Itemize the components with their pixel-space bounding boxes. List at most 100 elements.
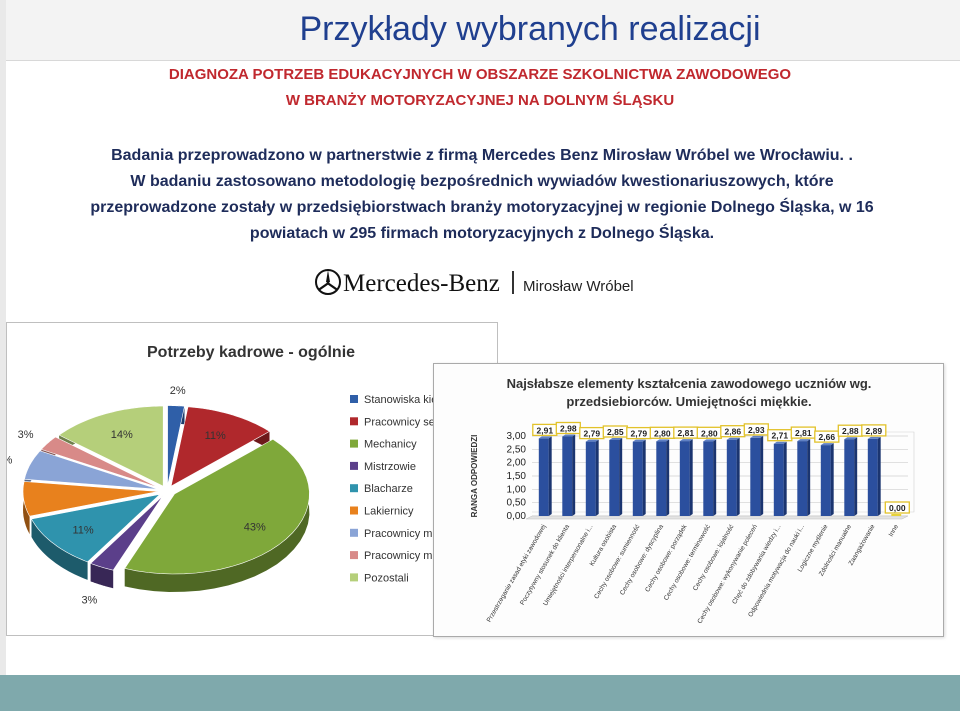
bar-value-labels: 2,91 2,98 2,79 2,85 2,79 2,80 2,81 2,80 2,86 2,93… bbox=[532, 421, 910, 514]
bar-category-labels: Przestrzeganie zasad etyki zawodowejPocz… bbox=[486, 523, 901, 625]
pie-legend-label-5: Lakiernicy bbox=[364, 506, 414, 518]
bar-y-tick-4: 2,00 bbox=[507, 458, 527, 469]
bar-category-label-8: Cechy osobowe: lojalność bbox=[692, 523, 736, 592]
bar-floor bbox=[525, 515, 909, 520]
bar-6 bbox=[679, 441, 690, 516]
bar-chart-panel: Najsłabsze elementy kształcenia zawodowe… bbox=[433, 363, 944, 637]
page-title: Przykłady wybranych realizacji bbox=[299, 10, 761, 48]
bar-value-box-14 bbox=[861, 424, 887, 437]
bar-value-label-12: 2,66 bbox=[819, 432, 836, 442]
footer-band bbox=[0, 675, 960, 711]
bar-y-tick-6: 3,00 bbox=[507, 431, 527, 442]
bar-top-14 bbox=[867, 436, 881, 439]
pie-slices bbox=[22, 405, 310, 575]
bar-value-label-10: 2,71 bbox=[772, 431, 789, 441]
bar-category-label-4: Cechy osobowe: sumienność bbox=[593, 523, 642, 600]
bar-side-5 bbox=[666, 439, 670, 516]
left-edge-band bbox=[0, 0, 6, 711]
bar-top-6 bbox=[679, 439, 693, 442]
bar-chart-title-line-2: przedsiebiorców. Umiejętności miękkie. bbox=[566, 394, 811, 409]
bar-chart-y-axis-label: RANGA ODPOWIEDZI bbox=[470, 435, 479, 518]
bar-side-2 bbox=[595, 439, 599, 516]
bar-category-label-2: Umiejętności interpersonalne i... bbox=[542, 523, 594, 607]
bar-y-tick-0: 0,00 bbox=[507, 511, 527, 522]
bar-category-label-14: Zaangażowanie bbox=[848, 523, 877, 567]
bar-top-12 bbox=[820, 443, 834, 446]
pie-chart: Potrzeby kadrowe - ogólnie 2% 11% 43% 3% 11%… bbox=[0, 344, 437, 606]
pie-legend-swatch-7 bbox=[350, 551, 358, 560]
bar-value-label-7: 2,80 bbox=[701, 428, 718, 438]
bar-side-9 bbox=[760, 435, 764, 516]
intro-line-4: powiatach w 295 firmach motoryzacyjnych … bbox=[249, 225, 715, 242]
bar-category-label-6: Cechy osobowe: porządek bbox=[644, 523, 689, 593]
bar-1 bbox=[562, 436, 573, 516]
pie-slice-7 bbox=[40, 436, 160, 489]
bar-3 bbox=[609, 440, 620, 516]
bar-value-label-6: 2,81 bbox=[678, 428, 695, 438]
pie-slice-label-2: 43% bbox=[244, 521, 266, 533]
bar-top-13 bbox=[844, 437, 858, 440]
bar-value-label-9: 2,93 bbox=[748, 425, 765, 435]
bar-side-11 bbox=[807, 439, 811, 516]
pie-slice-side-3 bbox=[90, 563, 114, 589]
bar-category-label-1: Poczytywny stosunek do klienta bbox=[519, 523, 571, 606]
bar-side-0 bbox=[548, 436, 552, 516]
pie-legend: Stanowiska kie Pracownicy se Mechanicy Mist… bbox=[350, 394, 437, 584]
bar-category-label-15: Inne bbox=[888, 523, 901, 538]
pie-slice-2 bbox=[124, 438, 310, 575]
pie-chart-panel: Potrzeby kadrowe - ogólnie 2% 11% 43% 3% 11%… bbox=[0, 322, 498, 636]
intro-line-1: Badania przeprowadzono w partnerstwie z … bbox=[111, 147, 853, 164]
pie-slice-label-4: 11% bbox=[72, 525, 93, 537]
bar-side-12 bbox=[830, 443, 834, 516]
bar-top-1 bbox=[562, 434, 576, 437]
pie-legend-swatch-3 bbox=[350, 461, 358, 470]
pie-legend-swatch-5 bbox=[350, 506, 358, 515]
bar-side-8 bbox=[736, 437, 740, 516]
pie-slice-side-4 bbox=[31, 519, 88, 580]
pie-slice-0 bbox=[167, 405, 185, 486]
pie-legend-label-2: Mechanicy bbox=[364, 439, 417, 451]
bar-top-10 bbox=[773, 441, 787, 444]
bar-15 bbox=[891, 514, 902, 516]
bar-category-label-10: Chęć do zdobywania wiedzy i... bbox=[731, 523, 783, 605]
bar-top-2 bbox=[585, 439, 599, 442]
pie-legend-label-8: Pozostali bbox=[364, 572, 409, 584]
pie-slice-4 bbox=[31, 493, 161, 563]
subtitle-line-1: DIAGNOZA POTRZEB EDUKACYJNYCH W OBSZARZE… bbox=[168, 66, 792, 83]
bar-category-label-7: Cechy osobowe: terminowość bbox=[663, 523, 713, 602]
pie-slice-1 bbox=[170, 406, 271, 487]
intro-paragraph: Badania przeprowadzono w partnerstwie z … bbox=[12, 143, 952, 247]
bar-value-label-14: 2,89 bbox=[866, 426, 883, 436]
pie-slice-label-8: 14% bbox=[111, 429, 133, 441]
bar-value-box-15 bbox=[884, 501, 910, 514]
bar-value-label-4: 2,79 bbox=[631, 429, 648, 439]
pie-slice-label-0: 2% bbox=[170, 385, 186, 397]
bar-2 bbox=[585, 441, 596, 516]
pie-slice-3 bbox=[90, 495, 164, 571]
pie-slice-label-1: 11% bbox=[205, 430, 226, 442]
bar-chart: Najsłabsze elementy kształcenia zawodowe… bbox=[470, 376, 915, 625]
bar-value-label-5: 2,80 bbox=[654, 428, 671, 438]
bar-10 bbox=[773, 443, 784, 516]
pie-legend-swatch-1 bbox=[350, 417, 358, 426]
bar-value-label-1: 2,98 bbox=[560, 424, 577, 434]
pie-legend-label-7: Pracownicy m bbox=[364, 550, 432, 562]
pie-legend-swatch-2 bbox=[350, 439, 358, 448]
pie-slice-label-7: 3% bbox=[18, 429, 34, 441]
pie-legend-swatch-4 bbox=[350, 484, 358, 493]
bar-side-13 bbox=[854, 437, 858, 516]
bar-top-11 bbox=[797, 439, 811, 442]
pie-legend-swatch-8 bbox=[350, 573, 358, 582]
bar-side-10 bbox=[783, 441, 787, 516]
bar-series bbox=[538, 434, 902, 516]
bar-value-label-3: 2,85 bbox=[607, 427, 624, 437]
bar-top-7 bbox=[703, 439, 717, 442]
logo-brand-text: Mercedes-Benz bbox=[343, 270, 500, 297]
bar-13 bbox=[844, 439, 855, 516]
bar-top-0 bbox=[538, 436, 552, 439]
bar-value-label-0: 2,91 bbox=[537, 425, 554, 435]
bar-top-9 bbox=[750, 435, 764, 438]
bar-11 bbox=[797, 441, 808, 516]
bar-y-tick-3: 1,50 bbox=[507, 471, 527, 482]
pie-slice-6 bbox=[24, 450, 159, 490]
